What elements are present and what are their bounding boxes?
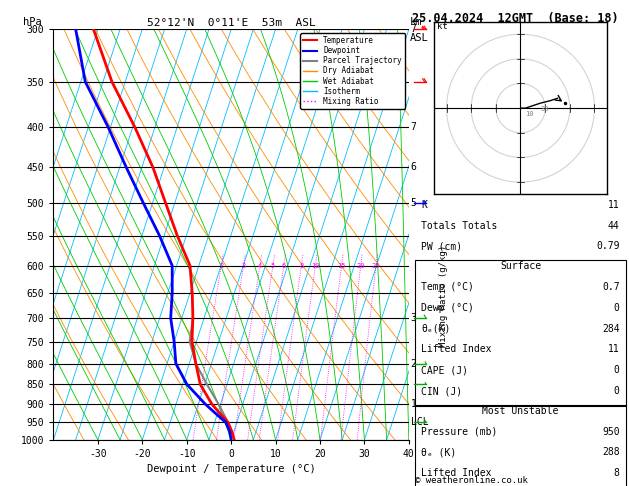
Text: K: K — [421, 200, 427, 210]
Text: 20: 20 — [357, 262, 365, 269]
Text: 1: 1 — [411, 399, 416, 409]
Text: 6: 6 — [282, 262, 286, 269]
Text: 8: 8 — [299, 262, 303, 269]
Text: 6: 6 — [411, 162, 416, 173]
X-axis label: Dewpoint / Temperature (°C): Dewpoint / Temperature (°C) — [147, 465, 316, 474]
Text: 4: 4 — [258, 262, 262, 269]
Text: Most Unstable: Most Unstable — [482, 406, 559, 416]
Text: 0: 0 — [614, 365, 620, 375]
Text: 11: 11 — [608, 345, 620, 354]
Text: 8: 8 — [614, 469, 620, 478]
Text: Surface: Surface — [500, 261, 541, 271]
Text: Mixing Ratio (g/kg): Mixing Ratio (g/kg) — [439, 245, 448, 347]
Text: CIN (J): CIN (J) — [421, 386, 462, 396]
Text: LCL: LCL — [411, 417, 428, 427]
Text: PW (cm): PW (cm) — [421, 242, 462, 251]
Text: 7: 7 — [411, 24, 416, 34]
Title: 52°12'N  0°11'E  53m  ASL: 52°12'N 0°11'E 53m ASL — [147, 18, 316, 28]
Text: 3: 3 — [411, 313, 416, 323]
Text: 950: 950 — [602, 427, 620, 436]
Text: 10: 10 — [525, 110, 534, 117]
Bar — [415, 405, 626, 486]
Text: Totals Totals: Totals Totals — [421, 221, 498, 230]
Text: 288: 288 — [602, 448, 620, 457]
Text: 2: 2 — [219, 262, 223, 269]
Text: Pressure (mb): Pressure (mb) — [421, 427, 498, 436]
Text: 5: 5 — [411, 198, 416, 208]
Text: 30: 30 — [540, 105, 548, 112]
Text: © weatheronline.co.uk: © weatheronline.co.uk — [415, 475, 528, 485]
Text: 2: 2 — [411, 359, 416, 369]
Text: 284: 284 — [602, 324, 620, 333]
Text: Lifted Index: Lifted Index — [421, 469, 492, 478]
Text: 10: 10 — [311, 262, 320, 269]
Text: 44: 44 — [608, 221, 620, 230]
Text: 25: 25 — [372, 262, 380, 269]
Text: θₑ (K): θₑ (K) — [421, 448, 457, 457]
Text: 0.79: 0.79 — [596, 242, 620, 251]
Text: 0: 0 — [614, 303, 620, 313]
Text: 3: 3 — [242, 262, 246, 269]
Text: Lifted Index: Lifted Index — [421, 345, 492, 354]
Text: kt: kt — [437, 22, 447, 31]
Legend: Temperature, Dewpoint, Parcel Trajectory, Dry Adiabat, Wet Adiabat, Isotherm, Mi: Temperature, Dewpoint, Parcel Trajectory… — [301, 33, 405, 109]
Bar — [415, 260, 626, 406]
Text: ASL: ASL — [409, 33, 428, 43]
Text: 15: 15 — [337, 262, 346, 269]
Text: CAPE (J): CAPE (J) — [421, 365, 469, 375]
Text: Temp (°C): Temp (°C) — [421, 282, 474, 292]
Text: Dewp (°C): Dewp (°C) — [421, 303, 474, 313]
Text: km: km — [409, 17, 422, 27]
Text: 11: 11 — [608, 200, 620, 210]
Text: 5: 5 — [271, 262, 275, 269]
Text: 0: 0 — [614, 386, 620, 396]
Text: 0.7: 0.7 — [602, 282, 620, 292]
Text: θₑ(K): θₑ(K) — [421, 324, 451, 333]
Text: hPa: hPa — [23, 17, 42, 27]
Text: 25.04.2024  12GMT  (Base: 18): 25.04.2024 12GMT (Base: 18) — [412, 12, 618, 25]
Text: 7: 7 — [411, 122, 416, 132]
